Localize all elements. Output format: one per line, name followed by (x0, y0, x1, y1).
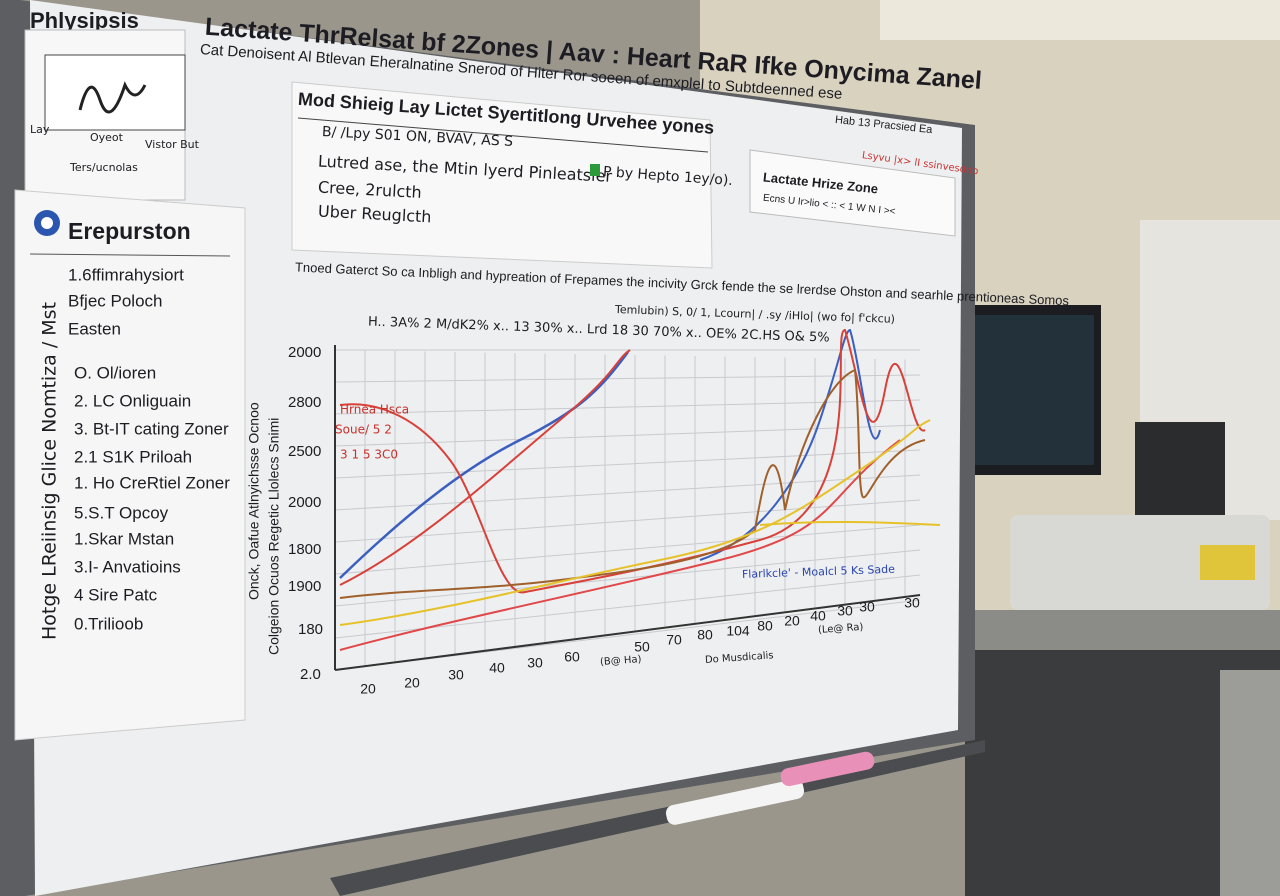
panel-item: 1.Skar Mstan (74, 529, 174, 548)
y-title: Onck, Oafue Atlnyichsse Ocnoo (246, 402, 262, 600)
device-screen (1135, 422, 1225, 522)
curve-red (339, 349, 631, 586)
red-note: Soue/ 5 2 (335, 423, 392, 437)
red-note: Hrnea Hsca (340, 403, 409, 417)
x-tick-label: 20 (404, 675, 420, 691)
curve-blue (339, 351, 630, 579)
corner-label: Phlysipsis (30, 8, 139, 33)
note-sketch-box (44, 54, 186, 131)
note-item: Ters/ucnolas (69, 161, 138, 174)
y-tick-label: 180 (298, 621, 323, 638)
panel-item: Easten (68, 319, 121, 338)
curve-pink (339, 439, 901, 651)
grid-line (334, 399, 921, 415)
x-tick-label: 40 (810, 608, 826, 624)
x-unit-note: (Le@ Ra) (818, 622, 864, 636)
panel-icon-dot (41, 217, 53, 229)
panel-item: 0.Trilioob (74, 614, 143, 633)
x-unit-note: Do Musdicalis (705, 650, 774, 666)
drawers (1220, 670, 1280, 896)
x-tick-label: 20 (784, 613, 800, 629)
badge-icon (590, 164, 600, 176)
panel-item: 3.I- Anvatioins (74, 557, 181, 576)
panel-item: 4 Sire Patc (74, 585, 158, 604)
x-tick-label: 30 (904, 595, 920, 611)
rule (29, 253, 231, 257)
curve-yellow (339, 419, 931, 626)
x-tick-label: 60 (564, 649, 580, 665)
x-tick-label: 30 (837, 603, 853, 619)
x-tick-label: 80 (757, 618, 773, 634)
side-panel (14, 189, 246, 741)
x-tick-label: 30 (527, 655, 543, 671)
curve-red (339, 328, 926, 594)
ceiling (880, 0, 1280, 40)
y-tick-label: 1800 (288, 541, 321, 558)
y-tick-label: 1900 (288, 578, 321, 595)
x-tick-label: 50 (634, 639, 650, 655)
red-note: 3 1 5 3C0 (340, 448, 398, 462)
grid-line (334, 549, 921, 607)
curve-brown (339, 368, 926, 599)
y-title: Colgeion Ocuos Regetic Llolecs Snimi (266, 418, 282, 655)
marker (665, 779, 805, 825)
y-tick-label: 2800 (288, 394, 321, 411)
x-tick-label: 70 (666, 632, 682, 648)
panel-item: 1.6ffimrahysiort (68, 265, 184, 284)
note-item: Vistor But (145, 138, 200, 151)
panel-item: 3. Bt-IT cating Zoner (74, 419, 229, 438)
panel-item: Bfjec Poloch (68, 291, 163, 310)
note-item: Oyeot (90, 131, 124, 144)
panel-vertical: Hotge LReiinsig Glice Nomtiza / Mst (39, 302, 61, 640)
panel-title: Erepurston (68, 218, 191, 244)
zone-card (749, 149, 956, 237)
y-tick-label: 2.0 (300, 666, 321, 683)
x-tick-label: 30 (859, 599, 875, 615)
blue-note: Flarlkcle' - Moalcl 5 Ks Sade (742, 563, 896, 581)
grid-line (334, 474, 921, 511)
instrument (1010, 515, 1270, 610)
x-tick-label: 40 (489, 660, 505, 676)
grid-line (334, 424, 921, 447)
info-card (291, 81, 713, 269)
grid-line (334, 524, 921, 575)
panel-item: 5.S.T Opcoy (74, 503, 169, 522)
instrument-panel (1200, 545, 1255, 580)
panel-item: 2. LC Onliguain (74, 391, 191, 410)
curve-yellow (759, 520, 941, 526)
note-item: Lay (30, 123, 50, 136)
marker (780, 751, 875, 787)
desk-top (965, 610, 1280, 650)
y-tick-label: 2000 (288, 344, 321, 361)
rule (297, 117, 709, 153)
x-tick-label: 20 (360, 681, 376, 697)
y-tick-label: 2500 (288, 443, 321, 460)
x-tick-label: 80 (697, 627, 713, 643)
panel-item: 2.1 S1K Priloah (74, 447, 192, 466)
x-axis (334, 594, 921, 671)
grid-line (334, 499, 921, 543)
note-sketch (78, 81, 147, 114)
whiteboard (30, 0, 962, 896)
panel-item: 1. Ho CreRtiel Zoner (74, 473, 230, 492)
panel-item: O. Ol/ioren (74, 363, 156, 382)
x-tick-label: 30 (448, 667, 464, 683)
y-tick-label: 2000 (288, 494, 321, 511)
grid-line (334, 374, 921, 383)
x-unit-note: (B@ Ha) (600, 654, 642, 668)
monitor-screen (972, 315, 1094, 465)
x-tick-label: 104 (726, 623, 750, 639)
grid-line (334, 449, 921, 479)
